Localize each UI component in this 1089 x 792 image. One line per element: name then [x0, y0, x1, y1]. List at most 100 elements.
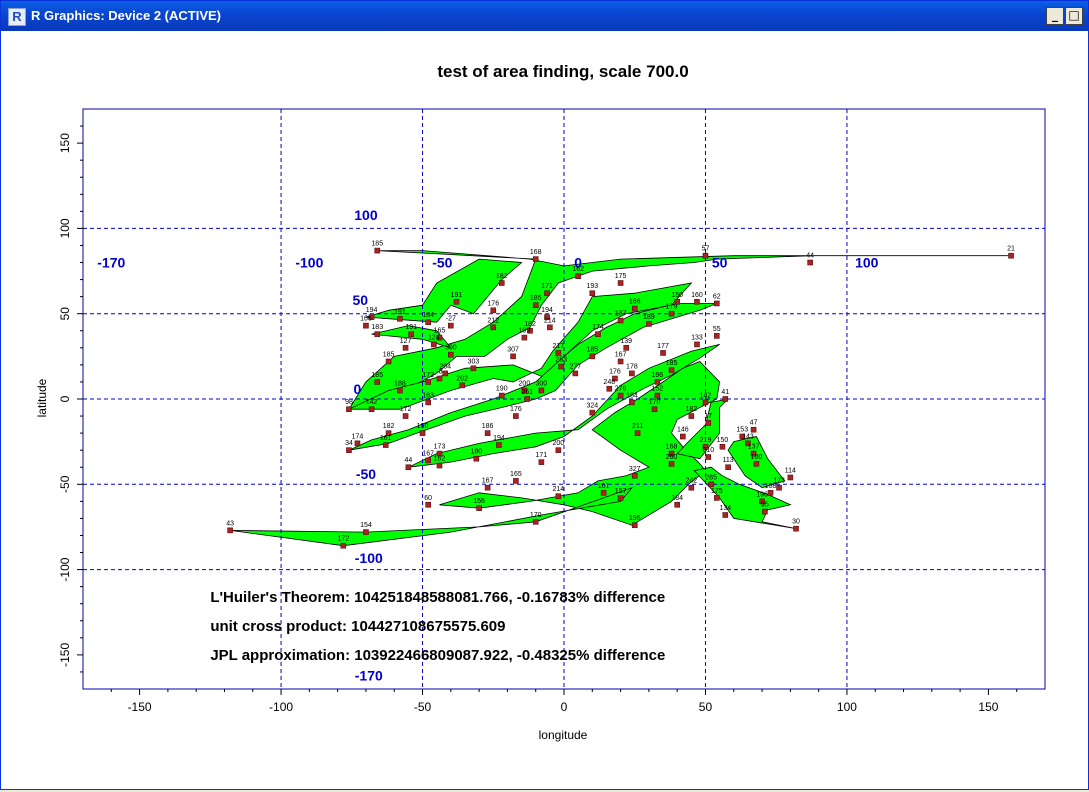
vertex-label: 165 [510, 471, 522, 478]
vertex-point [496, 442, 502, 448]
vertex-point [419, 430, 426, 436]
maximize-button[interactable]: □ [1065, 7, 1083, 25]
vertex-point [606, 385, 613, 392]
vertex-label: 182 [685, 406, 697, 413]
vertex-label: 173 [773, 478, 785, 485]
vertex-label: 185 [666, 360, 678, 367]
grid-label: -100 [295, 255, 323, 271]
vertex-label: 142 [366, 399, 378, 406]
vertex-point [600, 490, 607, 496]
vertex-point [688, 413, 695, 419]
vertex-point [668, 367, 675, 373]
vertex-point [470, 365, 477, 372]
vertex-label: 285 [705, 474, 717, 481]
vertex-label: 194 [493, 435, 505, 442]
vertex-point [680, 433, 686, 440]
vertex-label: 187 [615, 311, 627, 318]
vertex-label: 196 [652, 372, 664, 379]
vertex-point [660, 350, 666, 356]
vertex-point [651, 406, 658, 413]
vertex-point [776, 484, 782, 491]
vertex-point [402, 413, 409, 419]
area-polygon-7 [230, 486, 634, 547]
vertex-point [631, 522, 638, 529]
vertex-point [674, 501, 680, 508]
chart-title: test of area finding, scale 700.0 [437, 62, 688, 81]
vertex-label: 154 [360, 522, 372, 529]
vertex-label: 170 [530, 512, 542, 519]
vertex-label: 167 [422, 450, 434, 457]
vertex-label: 200 [519, 380, 531, 387]
vertex-label: 171 [536, 452, 548, 459]
vertex-point [807, 259, 813, 266]
vertex-point [631, 305, 638, 312]
grid-label: -170 [355, 667, 383, 683]
vertex-label: 211 [632, 423, 643, 430]
vertex-label: 191 [451, 292, 463, 299]
vertex-point [448, 351, 454, 358]
vertex-point [722, 396, 729, 402]
vertex-point [498, 392, 505, 399]
vertex-label: 327 [629, 466, 641, 473]
vertex-point [490, 324, 497, 331]
grid-label: 0 [354, 381, 362, 397]
vertex-point [227, 527, 233, 534]
vertex-point [473, 455, 480, 462]
vertex-label: 17 [704, 413, 712, 420]
vertex-label: 137 [748, 444, 760, 451]
vertex-label: 157 [615, 488, 627, 495]
window-title: R Graphics: Device 2 (ACTIVE) [31, 8, 221, 23]
vertex-label: 194 [541, 307, 553, 314]
vertex-label: 55 [713, 326, 721, 333]
vertex-point [555, 350, 562, 356]
vertex-label: -8 [436, 369, 442, 376]
vertex-point [713, 495, 720, 501]
grid-label: -50 [356, 466, 376, 482]
vertex-label: 133 [691, 334, 703, 341]
title-bar[interactable]: R R Graphics: Device 2 (ACTIVE) _ □ [1, 1, 1088, 31]
vertex-point [484, 430, 491, 436]
vertex-point [459, 382, 465, 389]
area-polygon-5 [408, 344, 720, 468]
vertex-point [544, 314, 550, 320]
vertex-point [702, 399, 709, 406]
vertex-label: 168 [765, 483, 777, 490]
vertex-label: 248 [603, 379, 615, 386]
minimize-button[interactable]: _ [1046, 7, 1064, 25]
vertex-point [374, 331, 381, 337]
vertex-point [787, 474, 794, 481]
vertex-label: 175 [711, 488, 723, 495]
vertex-label: 193 [586, 283, 598, 290]
vertex-point [346, 406, 352, 413]
vertex-point [524, 396, 531, 402]
vertex-label: 172 [400, 406, 412, 413]
vertex-label: -27 [446, 316, 456, 323]
vertex-label: 160 [691, 292, 703, 299]
grid-label: 100 [354, 207, 378, 223]
vertex-point [436, 462, 443, 469]
vertex-point [654, 392, 661, 399]
vertex-point [363, 322, 369, 329]
vertex-point [385, 358, 392, 365]
vertex-point [521, 334, 528, 341]
vertex-point [750, 450, 757, 457]
vertex-label: 41 [721, 389, 729, 396]
vertex-label: 172 [337, 536, 349, 543]
vertex-point [1008, 252, 1014, 259]
axes-layer: -150 -100 -50 0 50 100 150 -150 -100 -50 0 50 100 150 [58, 108, 1046, 714]
x-tick-label: 50 [699, 700, 713, 714]
vertex-point [436, 334, 443, 341]
y-tick-label: 0 [58, 395, 72, 402]
x-tick-label: 0 [561, 700, 568, 714]
vertex-label: 261 [521, 389, 533, 396]
vertex-point [442, 370, 448, 377]
vertex-point [617, 392, 624, 399]
vertex-point [646, 321, 652, 327]
vertex-label: 185 [530, 295, 542, 302]
vertex-label: 60 [424, 495, 432, 502]
vertex-point [385, 430, 392, 436]
vertex-label: 162 [434, 456, 446, 463]
vertex-point [527, 327, 533, 334]
vertex-label: 44 [404, 457, 412, 464]
vertex-label: 57 [702, 246, 710, 253]
